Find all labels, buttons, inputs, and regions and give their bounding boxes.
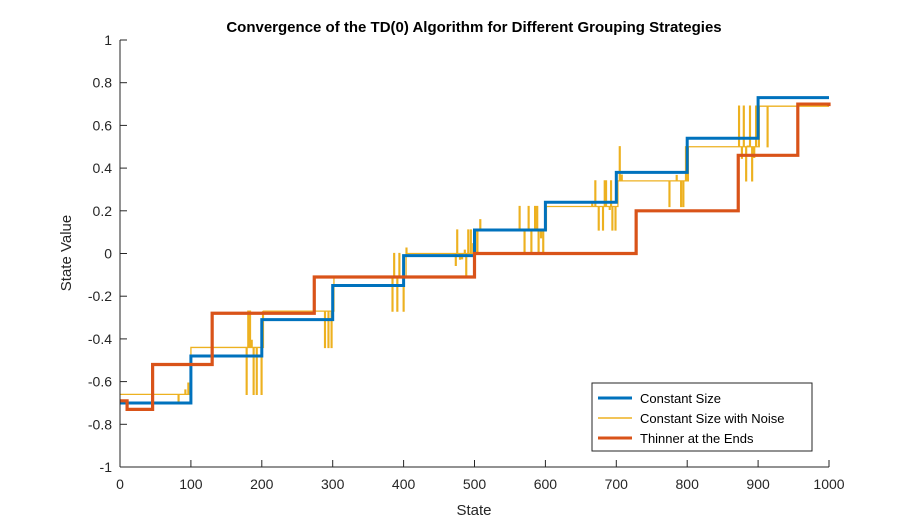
y-tick-label: -0.6 <box>88 374 112 390</box>
legend: Constant Size Constant Size with Noise Thi… <box>591 382 813 452</box>
x-tick-label: 200 <box>250 476 274 492</box>
y-tick-label: 0.6 <box>93 117 113 133</box>
y-tick-label: 0.4 <box>93 160 113 176</box>
plot-area <box>120 96 831 411</box>
legend-label-2: Thinner at the Ends <box>640 431 754 446</box>
legend-label-0: Constant Size <box>640 391 721 406</box>
x-tick-label: 900 <box>746 476 770 492</box>
x-tick-label: 1000 <box>813 476 844 492</box>
chart-title: Convergence of the TD(0) Algorithm for D… <box>226 19 721 36</box>
legend-box <box>591 382 813 452</box>
y-tick-label: -0.8 <box>88 416 112 432</box>
x-tick-label: 400 <box>392 476 416 492</box>
series-line-2 <box>120 102 831 411</box>
series-line-0 <box>120 96 829 405</box>
x-tick-label: 700 <box>605 476 629 492</box>
ticks: 0 100 200 300 400 500 600 700 800 900 1000 -1 -0.8 -0… <box>88 32 845 492</box>
x-axis-label: State <box>456 502 491 519</box>
x-tick-label: 600 <box>534 476 558 492</box>
y-tick-label: 1 <box>104 32 112 48</box>
x-tick-label: 800 <box>676 476 700 492</box>
y-tick-label: -0.2 <box>88 288 112 304</box>
y-tick-label: 0 <box>104 246 112 262</box>
x-tick-label: 100 <box>179 476 203 492</box>
y-tick-label: 0.2 <box>93 203 113 219</box>
y-tick-label: -0.4 <box>88 331 112 347</box>
x-tick-label: 0 <box>116 476 124 492</box>
y-tick-label: -1 <box>100 459 113 475</box>
x-tick-label: 500 <box>463 476 487 492</box>
y-tick-label: 0.8 <box>93 75 113 91</box>
legend-label-1: Constant Size with Noise <box>640 411 785 426</box>
y-axis-label: State Value <box>58 215 75 291</box>
x-tick-label: 300 <box>321 476 345 492</box>
